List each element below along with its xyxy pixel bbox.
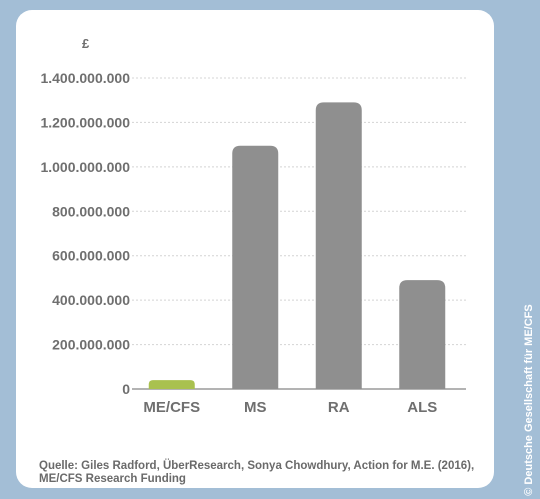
source-note: Quelle: Giles Radford, ÜberResearch, Son… <box>39 460 475 485</box>
y-tick-label: 1.400.000.000 <box>40 70 130 86</box>
x-tick-label: MS <box>244 399 267 416</box>
copyright-credit: © Deutsche Gesellschaft für ME/CFS <box>523 304 535 496</box>
y-unit-label: £ <box>82 36 90 51</box>
bar-als <box>399 280 446 389</box>
y-tick-label: 800.000.000 <box>52 203 130 219</box>
bar-ms <box>232 145 279 389</box>
bars <box>148 102 446 389</box>
y-tick-label: 1.000.000.000 <box>40 159 130 175</box>
y-tick-label: 1.200.000.000 <box>40 114 130 130</box>
x-tick-labels: ME/CFS MS RA ALS <box>143 399 437 416</box>
x-tick-label: ALS <box>407 399 437 416</box>
y-tick-labels: 0 200.000.000 400.000.000 600.000.000 800.00… <box>40 70 130 397</box>
x-tick-label: RA <box>328 399 350 416</box>
y-tick-label: 0 <box>122 381 130 397</box>
y-tick-label: 400.000.000 <box>52 292 130 308</box>
y-tick-label: 200.000.000 <box>52 337 130 353</box>
bar-me-cfs <box>148 380 195 389</box>
y-tick-label: 600.000.000 <box>52 248 130 264</box>
bar-ra <box>315 102 362 389</box>
x-tick-label: ME/CFS <box>143 399 200 416</box>
